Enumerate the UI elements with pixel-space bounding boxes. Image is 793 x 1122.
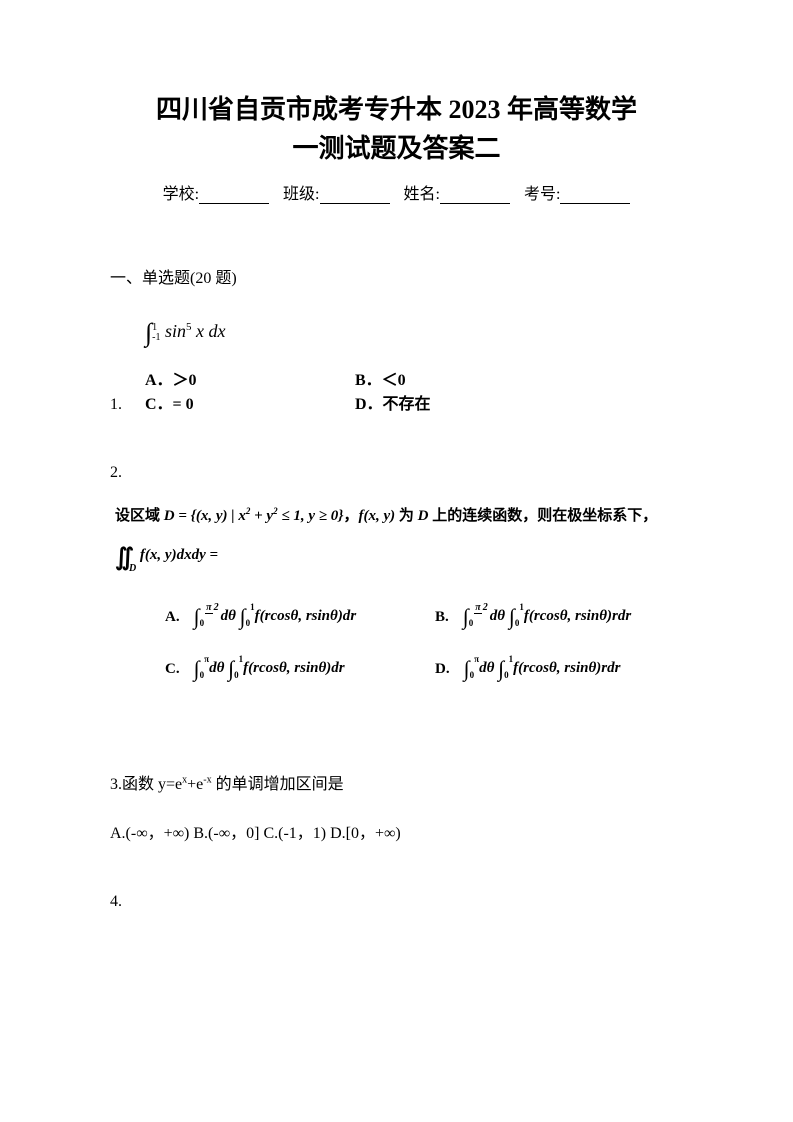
- q2-option-b[interactable]: B. ∫0π2dθ ∫01f(rcosθ, rsinθ)rdr: [435, 596, 631, 638]
- q1-option-b[interactable]: B．＜0: [355, 366, 505, 390]
- q2-option-c[interactable]: C. ∫0πdθ ∫01f(rcosθ, rsinθ)dr: [165, 648, 435, 690]
- q2-optD-expr: ∫0πdθ ∫01f(rcosθ, rsinθ)rdr: [464, 648, 621, 690]
- q2-f-expr: f(x, y): [358, 508, 395, 524]
- q1-expression: ∫1-1 sin5 x dx: [145, 318, 683, 348]
- q2-option-a[interactable]: A. ∫0π2dθ ∫01f(rcosθ, rsinθ)dr: [165, 596, 435, 638]
- q1-option-d[interactable]: D．不存在: [355, 390, 505, 414]
- name-blank[interactable]: [440, 186, 510, 204]
- q3-options[interactable]: A.(-∞，+∞) B.(-∞，0] C.(-1，1) D.[0，+∞): [110, 819, 683, 843]
- school-blank[interactable]: [199, 186, 269, 204]
- document-title: 四川省自贡市成考专升本 2023 年高等数学 一测试题及答案二: [110, 90, 683, 168]
- title-line-1: 四川省自贡市成考专升本 2023 年高等数学: [156, 95, 637, 124]
- q2-set-expr: = {(x, y) | x2 + y2 ≤ 1, y ≥ 0}: [175, 508, 344, 524]
- question-3: 3.函数 y=ex+e-x 的单调增加区间是 A.(-∞，+∞) B.(-∞，0…: [110, 770, 683, 843]
- class-label: 班级:: [283, 186, 319, 203]
- q1-option-c[interactable]: C．= 0: [145, 390, 355, 414]
- q2-stem-mid: 为: [395, 508, 418, 524]
- q2-options: A. ∫0π2dθ ∫01f(rcosθ, rsinθ)dr B. ∫0π2dθ…: [115, 596, 683, 690]
- q2-optA-label: A.: [165, 603, 180, 632]
- id-blank[interactable]: [560, 186, 630, 204]
- q2-stem-post: 上的连续函数，则在极坐标系下，: [429, 508, 658, 524]
- q2-optA-expr: ∫0π2dθ ∫01f(rcosθ, rsinθ)dr: [194, 596, 357, 638]
- question-1: ∫1-1 sin5 x dx A．＞0 B．＜0 C．= 0 D．不存在 1.: [110, 318, 683, 414]
- q2-d-var2: D: [418, 508, 429, 524]
- title-line-2: 一测试题及答案二: [292, 134, 500, 163]
- q2-number: 2.: [110, 464, 683, 482]
- id-label: 考号:: [524, 186, 560, 203]
- q2-optB-label: B.: [435, 603, 449, 632]
- q2-d-var: D: [164, 508, 175, 524]
- q2-optC-label: C.: [165, 655, 180, 684]
- q1-option-a[interactable]: A．＞0: [145, 366, 355, 390]
- q2-stem: 设区域 D = {(x, y) | x2 + y2 ≤ 1, y ≥ 0}，f(…: [115, 502, 683, 531]
- q2-optB-expr: ∫0π2dθ ∫01f(rcosθ, rsinθ)rdr: [463, 596, 631, 638]
- q2-integral: ∬D f(x, y)dxdy =: [115, 536, 683, 582]
- q3-stem: 3.函数 y=ex+e-x 的单调增加区间是: [110, 770, 683, 794]
- class-blank[interactable]: [320, 186, 390, 204]
- question-2: 2. 设区域 D = {(x, y) | x2 + y2 ≤ 1, y ≥ 0}…: [110, 464, 683, 690]
- name-label: 姓名:: [404, 186, 440, 203]
- question-4-number: 4.: [110, 893, 683, 911]
- q2-optC-expr: ∫0πdθ ∫01f(rcosθ, rsinθ)dr: [194, 648, 345, 690]
- q2-option-d[interactable]: D. ∫0πdθ ∫01f(rcosθ, rsinθ)rdr: [435, 648, 620, 690]
- q2-stem-pre: 设区域: [115, 508, 164, 524]
- school-label: 学校:: [163, 186, 199, 203]
- q2-optD-label: D.: [435, 655, 450, 684]
- section-title: 一、单选题(20 题): [110, 264, 683, 288]
- student-info-line: 学校: 班级: 姓名: 考号:: [110, 180, 683, 204]
